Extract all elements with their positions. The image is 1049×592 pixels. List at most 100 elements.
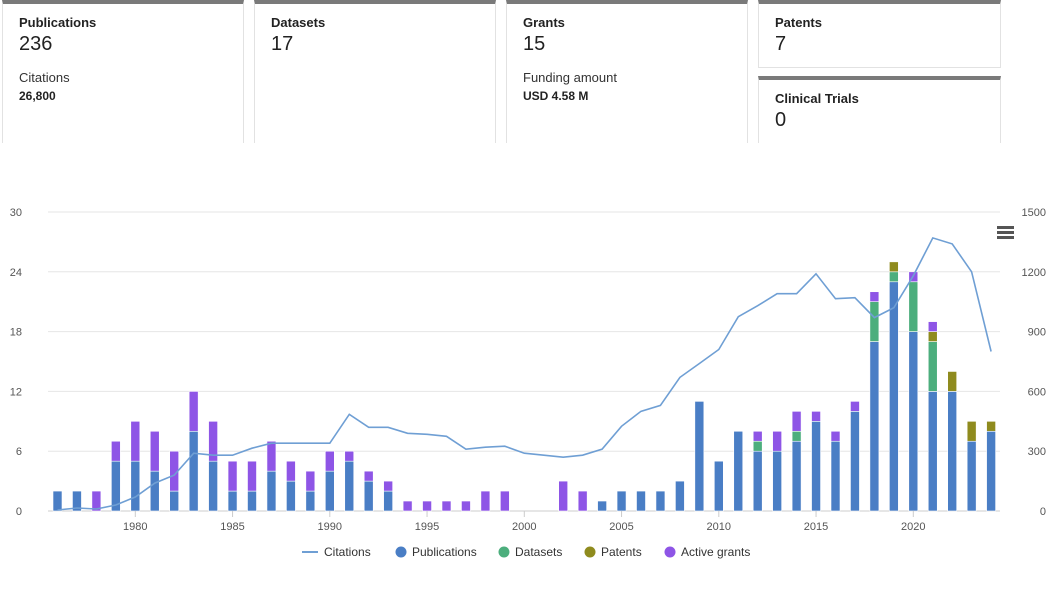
bar-datasets	[752, 440, 763, 452]
patents-card[interactable]: Patents 7	[758, 0, 1001, 68]
bar-publications	[791, 440, 802, 512]
bar-active-grants	[811, 411, 821, 422]
bar-publications	[830, 440, 841, 512]
bar-publications	[383, 490, 393, 512]
bar-datasets	[927, 341, 938, 392]
bar-publications	[616, 490, 627, 512]
bar-active-grants	[500, 490, 510, 512]
datasets-label: Datasets	[271, 15, 326, 30]
clinical-trials-card[interactable]: Clinical Trials 0	[758, 76, 1001, 143]
legend-item-patents: Patents	[584, 545, 642, 559]
bar-datasets	[869, 301, 880, 342]
patents-label: Patents	[775, 15, 822, 30]
bar-active-grants	[363, 470, 374, 482]
bar-publications	[752, 450, 763, 512]
x-tick-label: 1980	[123, 521, 147, 533]
bar-publications	[266, 470, 277, 512]
bar-publications	[927, 391, 938, 512]
bar-publications	[169, 490, 179, 512]
legend-label: Datasets	[515, 545, 562, 559]
grants-label: Grants	[523, 15, 565, 30]
bar-active-grants	[791, 411, 802, 432]
y-right-tick-label: 0	[1040, 506, 1046, 518]
datasets-card[interactable]: Datasets 17	[254, 0, 496, 143]
legend-label: Citations	[324, 545, 371, 559]
bar-active-grants	[305, 470, 316, 492]
bar-active-grants	[247, 460, 257, 492]
clinical-trials-label: Clinical Trials	[775, 91, 859, 106]
y-left-tick-label: 18	[10, 327, 22, 339]
chart-gridlines	[48, 211, 1000, 512]
x-tick-label: 2015	[804, 521, 828, 533]
x-tick-label: 2010	[707, 521, 731, 533]
bar-patents	[947, 371, 958, 392]
legend-item-datasets: Datasets	[498, 545, 562, 559]
legend-dot-swatch	[584, 546, 596, 558]
bar-active-grants	[111, 440, 121, 462]
legend-dot-swatch	[395, 546, 407, 558]
bar-publications	[52, 490, 63, 512]
y-left-tick-label: 0	[16, 506, 22, 518]
y-right-tick-label: 1500	[1022, 207, 1046, 219]
bar-active-grants	[402, 500, 413, 512]
bar-active-grants	[383, 480, 393, 492]
x-tick-label: 1985	[220, 521, 244, 533]
citations-label: Citations	[19, 70, 70, 85]
bar-publications	[966, 440, 977, 512]
legend-label: Publications	[412, 545, 477, 559]
bar-publications	[72, 490, 82, 512]
x-axis: 1980 1985 1990 1995 2000 2005 2010 2015 2020	[123, 511, 926, 533]
bar-publications	[811, 421, 821, 512]
legend-label: Patents	[601, 545, 642, 559]
x-tick-label: 2020	[901, 521, 925, 533]
right-y-axis: 0 300 600 900 1200 1500	[1022, 207, 1046, 518]
bar-active-grants	[772, 430, 782, 452]
bar-publications	[597, 500, 607, 512]
bar-publications	[675, 480, 685, 512]
y-right-tick-label: 900	[1028, 327, 1046, 339]
bar-publications	[772, 450, 782, 512]
bar-patents	[966, 421, 977, 442]
x-tick-label: 1995	[415, 521, 439, 533]
bar-active-grants	[480, 490, 491, 512]
bar-active-grants	[324, 450, 335, 472]
chart-menu-icon[interactable]	[997, 226, 1014, 239]
y-right-tick-label: 600	[1028, 386, 1046, 398]
bar-active-grants	[752, 430, 763, 442]
y-left-tick-label: 12	[10, 386, 22, 398]
bar-publications	[869, 341, 880, 512]
legend-dot-swatch	[664, 546, 676, 558]
bar-publications	[324, 470, 335, 512]
bar-active-grants	[927, 321, 938, 332]
bar-publications	[947, 391, 958, 512]
publications-card[interactable]: Publications 236 Citations 26,800	[2, 0, 244, 143]
x-tick-label: 2000	[512, 521, 536, 533]
legend-label: Active grants	[681, 545, 750, 559]
bar-publications	[247, 490, 257, 512]
bar-active-grants	[227, 460, 238, 492]
bar-publications	[130, 460, 141, 512]
bar-publications	[694, 401, 705, 512]
bar-active-grants	[91, 490, 102, 512]
bar-active-grants	[869, 291, 880, 302]
y-left-tick-label: 30	[10, 207, 22, 219]
bar-publications	[850, 411, 860, 512]
y-right-tick-label: 300	[1028, 446, 1046, 458]
bar-active-grants	[461, 500, 471, 512]
patents-value: 7	[775, 33, 787, 55]
bar-active-grants	[208, 421, 218, 462]
bar-publications	[986, 430, 996, 512]
clinical-trials-value: 0	[775, 109, 787, 131]
bar-active-grants	[558, 480, 569, 512]
bar-publications	[149, 470, 160, 512]
bar-datasets	[889, 271, 899, 283]
bar-publications	[344, 460, 355, 512]
bar-publications	[889, 281, 899, 512]
funding-amount-label: Funding amount	[523, 70, 617, 85]
grants-card[interactable]: Grants 15 Funding amount USD 4.58 M	[506, 0, 748, 143]
bar-active-grants	[266, 440, 277, 472]
bar-active-grants	[441, 500, 452, 512]
bar-publications	[305, 490, 316, 512]
bar-active-grants	[286, 460, 296, 482]
chart-legend[interactable]: Citations Publications Datasets Patents Acti…	[302, 545, 750, 559]
